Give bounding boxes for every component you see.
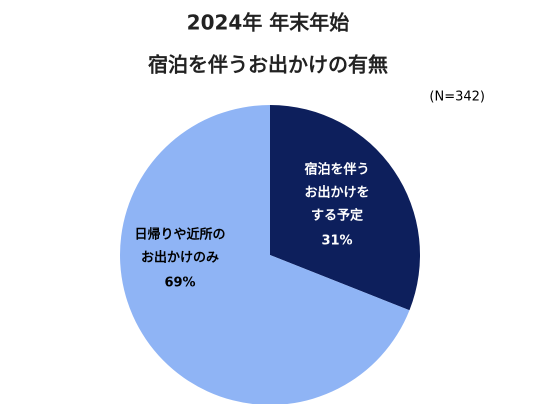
pie-slice (270, 105, 420, 311)
slice-label: する予定 (311, 208, 363, 224)
slice-label: 日帰りや近所の (134, 227, 225, 243)
chart-title: 宿泊を伴うお出かけの有無 (148, 53, 388, 77)
chart-subtitle: (N=342) (429, 90, 485, 105)
slice-label: お出かけを (304, 185, 369, 201)
chart-title: 2024年 年末年始 (187, 11, 350, 35)
value-label: 31% (321, 234, 352, 249)
slice-label: 宿泊を伴う (304, 162, 369, 178)
value-label: 69% (164, 276, 195, 291)
slice-label: お出かけのみ (141, 250, 219, 266)
pie-slice (120, 105, 410, 405)
